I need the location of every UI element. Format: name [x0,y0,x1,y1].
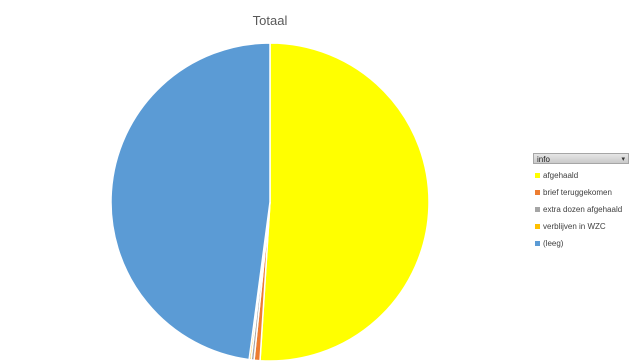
legend: info ▾ afgehaald brief teruggekomen extra … [533,153,629,249]
legend-swatch [535,189,540,195]
pie-slice-0[interactable] [259,42,430,362]
legend-swatch [535,206,540,212]
legend-item[interactable]: afgehaald [533,169,629,181]
chart-title: Totaal [252,13,288,28]
pie-slice-4[interactable] [110,42,271,361]
legend-label: (leeg) [543,238,564,248]
legend-label: brief teruggekomen [543,187,612,197]
legend-item[interactable]: verblijven in WZC [533,220,629,232]
legend-header-label: info [537,155,550,164]
dropdown-arrow-icon[interactable]: ▾ [621,156,625,163]
legend-swatch [535,223,540,229]
legend-item[interactable]: extra dozen afgehaald [533,203,629,215]
legend-swatch [535,240,540,246]
legend-filter-header[interactable]: info ▾ [533,153,629,164]
legend-label: afgehaald [543,170,579,180]
legend-label: extra dozen afgehaald [543,204,623,214]
legend-item[interactable]: (leeg) [533,237,629,249]
legend-swatch [535,172,540,178]
legend-item[interactable]: brief teruggekomen [533,186,629,198]
legend-label: verblijven in WZC [543,221,606,231]
pie-chart [110,42,430,362]
